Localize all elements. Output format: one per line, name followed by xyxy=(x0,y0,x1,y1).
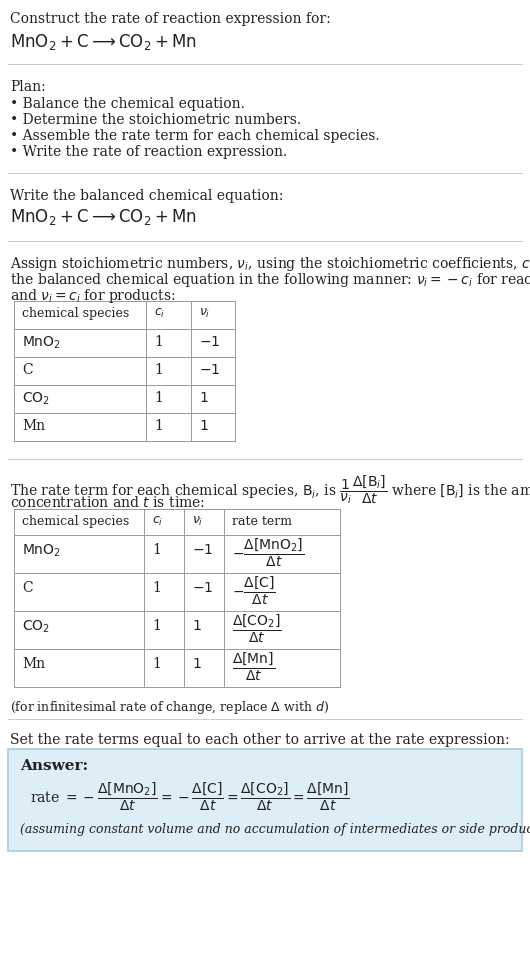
Text: Answer:: Answer: xyxy=(20,759,88,773)
Text: the balanced chemical equation in the following manner: $\nu_i = -c_i$ for react: the balanced chemical equation in the fo… xyxy=(10,271,530,289)
Text: $\mathrm{MnO_2 + C \longrightarrow CO_2 + Mn}$: $\mathrm{MnO_2 + C \longrightarrow CO_2 … xyxy=(10,32,197,52)
Text: $-1$: $-1$ xyxy=(199,335,220,349)
Text: 1: 1 xyxy=(154,419,163,433)
Text: Write the balanced chemical equation:: Write the balanced chemical equation: xyxy=(10,189,284,203)
Text: chemical species: chemical species xyxy=(22,307,129,320)
Text: rate $= -\dfrac{\Delta[\mathrm{MnO_2}]}{\Delta t} = -\dfrac{\Delta[\mathrm{C}]}{: rate $= -\dfrac{\Delta[\mathrm{MnO_2}]}{… xyxy=(30,781,350,813)
Text: chemical species: chemical species xyxy=(22,515,129,528)
Text: $\nu_i$: $\nu_i$ xyxy=(192,515,204,528)
Text: 1: 1 xyxy=(152,581,161,595)
Text: $c_i$: $c_i$ xyxy=(152,515,163,528)
Text: • Determine the stoichiometric numbers.: • Determine the stoichiometric numbers. xyxy=(10,113,301,127)
Text: • Balance the chemical equation.: • Balance the chemical equation. xyxy=(10,97,245,111)
Text: 1: 1 xyxy=(152,657,161,671)
Text: Set the rate terms equal to each other to arrive at the rate expression:: Set the rate terms equal to each other t… xyxy=(10,733,510,747)
Text: rate term: rate term xyxy=(232,515,292,528)
Text: Assign stoichiometric numbers, $\nu_i$, using the stoichiometric coefficients, $: Assign stoichiometric numbers, $\nu_i$, … xyxy=(10,255,530,273)
Text: Plan:: Plan: xyxy=(10,80,46,94)
Text: $1$: $1$ xyxy=(199,419,209,433)
Text: 1: 1 xyxy=(154,335,163,349)
Text: $\mathrm{CO_2}$: $\mathrm{CO_2}$ xyxy=(22,619,50,635)
Text: Mn: Mn xyxy=(22,419,45,433)
Text: $-1$: $-1$ xyxy=(192,543,213,557)
Text: $1$: $1$ xyxy=(192,657,201,671)
Text: $\dfrac{\Delta[\mathrm{CO_2}]}{\Delta t}$: $\dfrac{\Delta[\mathrm{CO_2}]}{\Delta t}… xyxy=(232,613,281,645)
Text: $\dfrac{\Delta[\mathrm{Mn}]}{\Delta t}$: $\dfrac{\Delta[\mathrm{Mn}]}{\Delta t}$ xyxy=(232,651,275,683)
Text: $\mathrm{CO_2}$: $\mathrm{CO_2}$ xyxy=(22,391,50,407)
Text: $-1$: $-1$ xyxy=(199,363,220,377)
Text: (assuming constant volume and no accumulation of intermediates or side products): (assuming constant volume and no accumul… xyxy=(20,823,530,836)
Text: $\nu_i$: $\nu_i$ xyxy=(199,307,210,320)
Text: 1: 1 xyxy=(152,543,161,557)
Text: 1: 1 xyxy=(152,619,161,633)
Text: C: C xyxy=(22,581,33,595)
Text: $1$: $1$ xyxy=(199,391,209,405)
Text: $\mathrm{MnO_2}$: $\mathrm{MnO_2}$ xyxy=(22,543,61,559)
Text: C: C xyxy=(22,363,33,377)
Text: 1: 1 xyxy=(154,391,163,405)
Text: $-1$: $-1$ xyxy=(192,581,213,595)
Text: $\mathrm{MnO_2}$: $\mathrm{MnO_2}$ xyxy=(22,335,61,351)
Text: The rate term for each chemical species, $\mathrm{B}_i$, is $\dfrac{1}{\nu_i}\df: The rate term for each chemical species,… xyxy=(10,473,530,506)
Text: $-\dfrac{\Delta[\mathrm{MnO_2}]}{\Delta t}$: $-\dfrac{\Delta[\mathrm{MnO_2}]}{\Delta … xyxy=(232,537,304,569)
Text: concentration and $t$ is time:: concentration and $t$ is time: xyxy=(10,495,205,510)
Text: $1$: $1$ xyxy=(192,619,201,633)
Text: 1: 1 xyxy=(154,363,163,377)
Text: • Write the rate of reaction expression.: • Write the rate of reaction expression. xyxy=(10,145,287,159)
Text: $-\dfrac{\Delta[\mathrm{C}]}{\Delta t}$: $-\dfrac{\Delta[\mathrm{C}]}{\Delta t}$ xyxy=(232,575,276,607)
Text: (for infinitesimal rate of change, replace $\Delta$ with $d$): (for infinitesimal rate of change, repla… xyxy=(10,699,329,716)
Text: Mn: Mn xyxy=(22,657,45,671)
Text: • Assemble the rate term for each chemical species.: • Assemble the rate term for each chemic… xyxy=(10,129,379,143)
FancyBboxPatch shape xyxy=(8,749,522,851)
Text: Construct the rate of reaction expression for:: Construct the rate of reaction expressio… xyxy=(10,12,331,26)
Text: $\mathrm{MnO_2 + C \longrightarrow CO_2 + Mn}$: $\mathrm{MnO_2 + C \longrightarrow CO_2 … xyxy=(10,207,197,227)
Text: $c_i$: $c_i$ xyxy=(154,307,165,320)
Text: and $\nu_i = c_i$ for products:: and $\nu_i = c_i$ for products: xyxy=(10,287,175,305)
